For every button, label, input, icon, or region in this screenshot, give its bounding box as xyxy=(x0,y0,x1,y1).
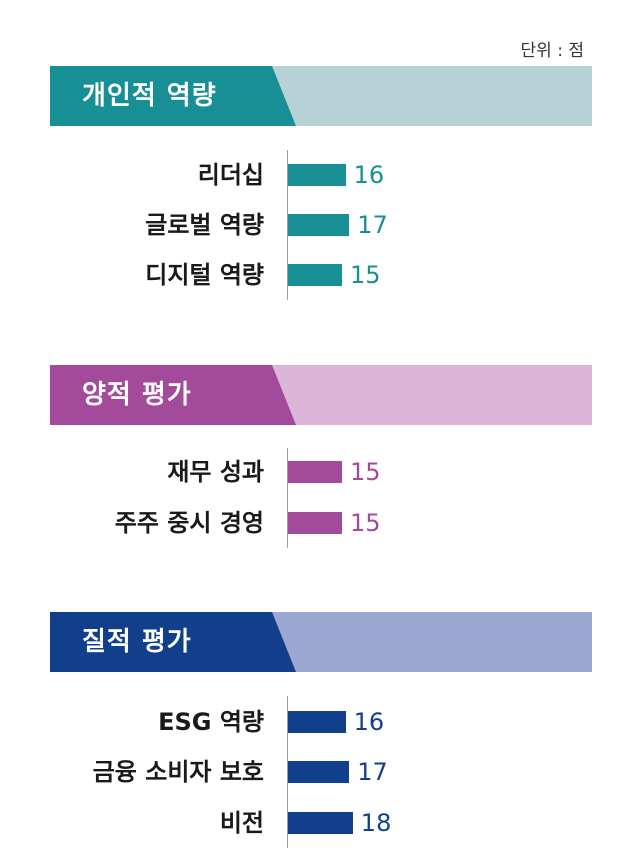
bar-value-label: 15 xyxy=(350,261,381,289)
category-label: 리더십 xyxy=(197,161,264,189)
category-label: 금융 소비자 보호 xyxy=(92,758,264,786)
bar-value-label: 16 xyxy=(353,161,385,189)
bar-row: 금융 소비자 보호 17 xyxy=(0,755,630,789)
bar xyxy=(288,512,342,534)
category-label: ESG 역량 xyxy=(158,708,264,736)
header-dark-band xyxy=(50,365,296,425)
bar-value-label: 15 xyxy=(350,509,381,537)
category-label: 재무 성과 xyxy=(167,458,264,486)
unit-label: 단위 : 점 xyxy=(520,41,584,61)
bar xyxy=(288,264,342,286)
bar-value-label: 17 xyxy=(357,758,388,786)
bar xyxy=(288,164,346,186)
bar-row: 글로벌 역량 17 xyxy=(0,208,630,242)
category-label: 글로벌 역량 xyxy=(145,211,264,239)
section-title: 개인적 역량 xyxy=(82,81,217,111)
bar xyxy=(288,761,350,783)
bar-row: 리더십 16 xyxy=(0,158,630,192)
section-title: 질적 평가 xyxy=(82,627,192,657)
bar xyxy=(288,711,346,733)
header-dark-band xyxy=(50,612,296,672)
bar-row: ESG 역량 16 xyxy=(0,705,630,739)
category-axis xyxy=(287,150,288,300)
category-label: 디지털 역량 xyxy=(145,261,264,289)
bar-row: 재무 성과 15 xyxy=(0,455,630,489)
header-banner xyxy=(50,612,592,672)
header-dark-band xyxy=(50,66,296,126)
bar-value-label: 18 xyxy=(360,809,392,837)
header-banner xyxy=(50,365,592,425)
category-axis xyxy=(287,448,288,548)
bar-row: 디지털 역량 15 xyxy=(0,258,630,292)
bar xyxy=(288,461,342,483)
bar-value-label: 16 xyxy=(353,708,385,736)
category-axis xyxy=(287,696,288,848)
section-title: 양적 평가 xyxy=(82,380,192,410)
section-header: 양적 평가 xyxy=(50,365,592,425)
bar-row: 비전 18 xyxy=(0,806,630,840)
bar xyxy=(288,812,353,834)
bar-value-label: 17 xyxy=(357,211,388,239)
header-banner xyxy=(50,66,592,126)
category-label: 비전 xyxy=(219,809,264,837)
bar xyxy=(288,214,350,236)
category-label: 주주 중시 경영 xyxy=(114,509,264,537)
section-header: 질적 평가 xyxy=(50,612,592,672)
bar-row: 주주 중시 경영 15 xyxy=(0,506,630,540)
section-header: 개인적 역량 xyxy=(50,66,592,126)
bar-value-label: 15 xyxy=(350,458,381,486)
